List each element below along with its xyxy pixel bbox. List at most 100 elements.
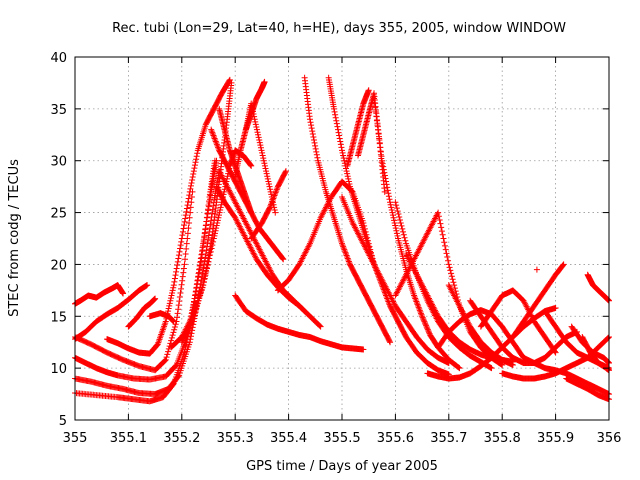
- data-point: [171, 278, 178, 285]
- data-point: [280, 256, 287, 263]
- data-series: [248, 168, 289, 242]
- data-point: [265, 178, 272, 185]
- data-point: [198, 254, 205, 261]
- data-point: [313, 148, 320, 155]
- data-point: [209, 131, 216, 138]
- data-point: [196, 269, 203, 276]
- data-point: [187, 209, 194, 216]
- data-point: [199, 246, 206, 253]
- data-point: [188, 319, 195, 326]
- data-point: [307, 119, 314, 126]
- data-point: [338, 144, 345, 151]
- data-point: [217, 204, 224, 211]
- data-point: [271, 192, 278, 199]
- y-tick-label: 15: [50, 310, 67, 325]
- data-point: [169, 289, 176, 296]
- data-point: [194, 276, 201, 283]
- y-tick-label: 30: [50, 155, 67, 170]
- data-point: [194, 302, 201, 309]
- data-point: [312, 145, 319, 152]
- data-point: [186, 214, 193, 221]
- data-point: [203, 265, 210, 272]
- x-tick-label: 355.3: [217, 431, 254, 446]
- data-point: [201, 230, 208, 237]
- data-series: [533, 266, 540, 273]
- data-point: [269, 196, 276, 203]
- data-point: [248, 162, 255, 169]
- data-point: [279, 255, 286, 262]
- data-point: [394, 208, 401, 215]
- data-point: [308, 125, 315, 132]
- data-point: [268, 201, 275, 208]
- data-point: [401, 234, 408, 241]
- data-point: [211, 230, 218, 237]
- x-tick-label: 355.9: [537, 431, 574, 446]
- data-point: [267, 202, 274, 209]
- y-tick-label: 20: [50, 258, 67, 273]
- data-point: [199, 284, 206, 291]
- data-point: [441, 242, 448, 249]
- data-point: [252, 118, 259, 125]
- data-point: [178, 281, 185, 288]
- data-point: [269, 198, 276, 205]
- data-point: [333, 120, 340, 127]
- data-series: [72, 188, 196, 374]
- data-point: [167, 297, 174, 304]
- data-point: [165, 305, 172, 312]
- data-point: [202, 272, 209, 279]
- data-point: [440, 235, 447, 242]
- data-point: [310, 136, 317, 143]
- data-point: [211, 157, 218, 164]
- data-point: [261, 162, 268, 169]
- data-point: [173, 265, 180, 272]
- data-point: [189, 174, 196, 181]
- data-point: [265, 181, 272, 188]
- data-point: [182, 215, 189, 222]
- data-point: [202, 222, 209, 229]
- data-point: [336, 135, 343, 142]
- data-point: [203, 214, 210, 221]
- data-point: [180, 225, 187, 232]
- data-point: [395, 211, 402, 218]
- data-point: [174, 314, 181, 321]
- data-point: [311, 139, 318, 146]
- data-point: [447, 267, 454, 274]
- data-point: [373, 113, 380, 120]
- data-point: [445, 261, 452, 268]
- data-point: [211, 134, 218, 141]
- data-point: [205, 236, 212, 243]
- data-point: [257, 142, 264, 149]
- data-point: [205, 232, 212, 239]
- data-point: [192, 308, 199, 315]
- data-point: [191, 310, 198, 317]
- data-point: [182, 212, 189, 219]
- data-point: [448, 273, 455, 280]
- data-point: [192, 159, 199, 166]
- data-point: [178, 238, 185, 245]
- data-point: [189, 176, 196, 183]
- data-series: [232, 292, 367, 353]
- data-point: [259, 152, 266, 159]
- data-point: [317, 323, 324, 330]
- data-point: [196, 265, 203, 272]
- data-points: [72, 74, 612, 405]
- data-point: [201, 257, 208, 264]
- data-point: [252, 121, 259, 128]
- data-point: [215, 145, 222, 152]
- data-point: [450, 279, 457, 286]
- data-point: [267, 188, 274, 195]
- data-point: [170, 284, 177, 291]
- data-series: [72, 157, 218, 405]
- data-point: [175, 306, 182, 313]
- data-point: [193, 153, 200, 160]
- data-point: [253, 124, 260, 131]
- data-point: [177, 245, 184, 252]
- data-point: [186, 192, 193, 199]
- data-point: [228, 79, 235, 86]
- data-point: [254, 129, 261, 136]
- data-point: [120, 290, 127, 297]
- data-point: [247, 161, 254, 168]
- data-point: [282, 169, 289, 176]
- data-point: [273, 186, 280, 193]
- data-point: [170, 318, 177, 325]
